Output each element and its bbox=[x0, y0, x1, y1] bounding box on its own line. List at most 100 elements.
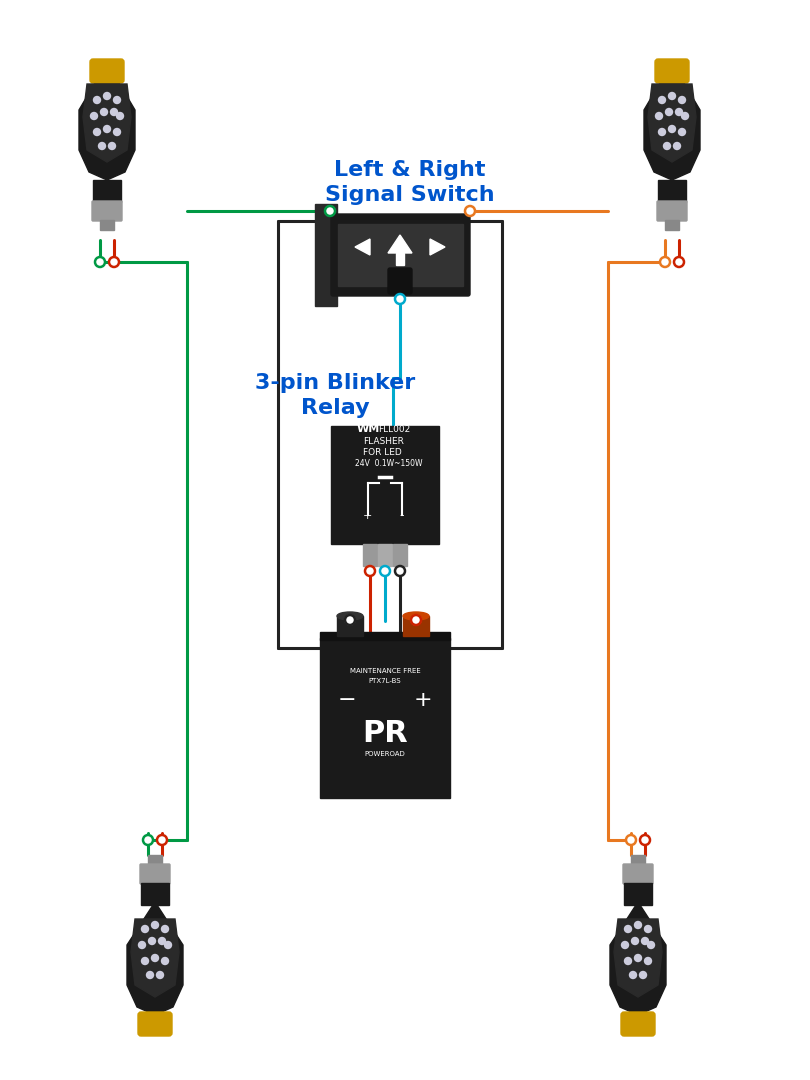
Polygon shape bbox=[355, 239, 370, 255]
Circle shape bbox=[325, 206, 335, 216]
Text: 3-pin Blinker
Relay: 3-pin Blinker Relay bbox=[255, 373, 415, 418]
Circle shape bbox=[104, 125, 110, 133]
Circle shape bbox=[113, 129, 121, 135]
Polygon shape bbox=[430, 239, 445, 255]
Circle shape bbox=[113, 96, 121, 104]
Bar bbox=[337, 616, 363, 636]
Circle shape bbox=[143, 835, 153, 845]
Text: PTX7L-BS: PTX7L-BS bbox=[369, 678, 401, 684]
Circle shape bbox=[142, 958, 148, 964]
Circle shape bbox=[156, 972, 164, 978]
Circle shape bbox=[676, 108, 683, 116]
Circle shape bbox=[157, 835, 167, 845]
Text: POWEROAD: POWEROAD bbox=[364, 751, 405, 757]
Bar bbox=[363, 544, 377, 566]
Bar bbox=[403, 616, 429, 636]
Circle shape bbox=[645, 926, 651, 932]
Text: FLASHER: FLASHER bbox=[363, 437, 404, 446]
Circle shape bbox=[380, 566, 390, 576]
Bar bbox=[315, 204, 337, 306]
Circle shape bbox=[674, 257, 684, 267]
FancyBboxPatch shape bbox=[621, 1012, 655, 1036]
Circle shape bbox=[139, 942, 146, 948]
Bar bbox=[148, 855, 162, 865]
Polygon shape bbox=[388, 235, 412, 253]
Circle shape bbox=[465, 206, 475, 216]
Circle shape bbox=[659, 96, 666, 104]
Circle shape bbox=[659, 129, 666, 135]
Circle shape bbox=[679, 129, 685, 135]
Circle shape bbox=[660, 257, 670, 267]
Circle shape bbox=[142, 926, 148, 932]
Bar bbox=[320, 632, 450, 640]
Bar bbox=[396, 253, 404, 265]
Circle shape bbox=[345, 615, 355, 625]
Circle shape bbox=[99, 143, 105, 149]
Circle shape bbox=[159, 937, 165, 945]
Circle shape bbox=[100, 108, 108, 116]
Circle shape bbox=[147, 972, 154, 978]
Text: -: - bbox=[399, 509, 403, 522]
Circle shape bbox=[634, 921, 642, 929]
Text: Left & Right
Signal Switch: Left & Right Signal Switch bbox=[325, 160, 495, 205]
FancyBboxPatch shape bbox=[388, 268, 412, 294]
Circle shape bbox=[626, 835, 636, 845]
FancyBboxPatch shape bbox=[92, 201, 122, 221]
Polygon shape bbox=[610, 905, 666, 1015]
Circle shape bbox=[161, 926, 168, 932]
Circle shape bbox=[647, 942, 654, 948]
Polygon shape bbox=[644, 66, 700, 180]
Bar bbox=[665, 220, 679, 230]
Polygon shape bbox=[614, 919, 662, 997]
Bar bbox=[658, 180, 686, 202]
Circle shape bbox=[679, 96, 685, 104]
Circle shape bbox=[95, 257, 105, 267]
FancyBboxPatch shape bbox=[138, 1012, 172, 1036]
Circle shape bbox=[110, 108, 117, 116]
Text: −: − bbox=[338, 690, 356, 710]
Text: FLL002: FLL002 bbox=[378, 426, 410, 434]
Bar bbox=[100, 220, 114, 230]
Circle shape bbox=[629, 972, 637, 978]
Circle shape bbox=[625, 926, 632, 932]
Text: MAINTENANCE FREE: MAINTENANCE FREE bbox=[350, 669, 420, 674]
Circle shape bbox=[395, 294, 405, 303]
Circle shape bbox=[365, 566, 375, 576]
Circle shape bbox=[104, 93, 110, 99]
Polygon shape bbox=[648, 84, 696, 162]
Circle shape bbox=[93, 96, 100, 104]
FancyBboxPatch shape bbox=[657, 201, 687, 221]
Circle shape bbox=[668, 125, 676, 133]
Circle shape bbox=[621, 942, 629, 948]
FancyBboxPatch shape bbox=[90, 59, 124, 83]
Circle shape bbox=[640, 972, 646, 978]
Bar bbox=[93, 180, 121, 202]
Circle shape bbox=[625, 958, 632, 964]
Text: 24V  0.1W~150W: 24V 0.1W~150W bbox=[355, 459, 423, 468]
FancyBboxPatch shape bbox=[623, 864, 653, 885]
FancyBboxPatch shape bbox=[140, 864, 170, 885]
Circle shape bbox=[164, 942, 172, 948]
Bar bbox=[393, 544, 407, 566]
Bar bbox=[331, 426, 439, 544]
Polygon shape bbox=[131, 919, 179, 997]
Polygon shape bbox=[127, 905, 183, 1015]
Ellipse shape bbox=[403, 612, 429, 620]
Circle shape bbox=[91, 112, 97, 120]
Circle shape bbox=[673, 143, 680, 149]
Text: +: + bbox=[363, 511, 373, 521]
Polygon shape bbox=[83, 84, 131, 162]
Bar bbox=[355, 477, 415, 525]
Circle shape bbox=[666, 108, 672, 116]
Bar bbox=[378, 544, 392, 566]
Circle shape bbox=[148, 937, 156, 945]
Circle shape bbox=[151, 955, 159, 961]
Bar bbox=[338, 224, 463, 286]
Circle shape bbox=[663, 143, 671, 149]
Polygon shape bbox=[79, 66, 135, 180]
Circle shape bbox=[161, 958, 168, 964]
Ellipse shape bbox=[337, 612, 363, 620]
Circle shape bbox=[93, 129, 100, 135]
Bar bbox=[320, 638, 450, 798]
Circle shape bbox=[655, 112, 663, 120]
